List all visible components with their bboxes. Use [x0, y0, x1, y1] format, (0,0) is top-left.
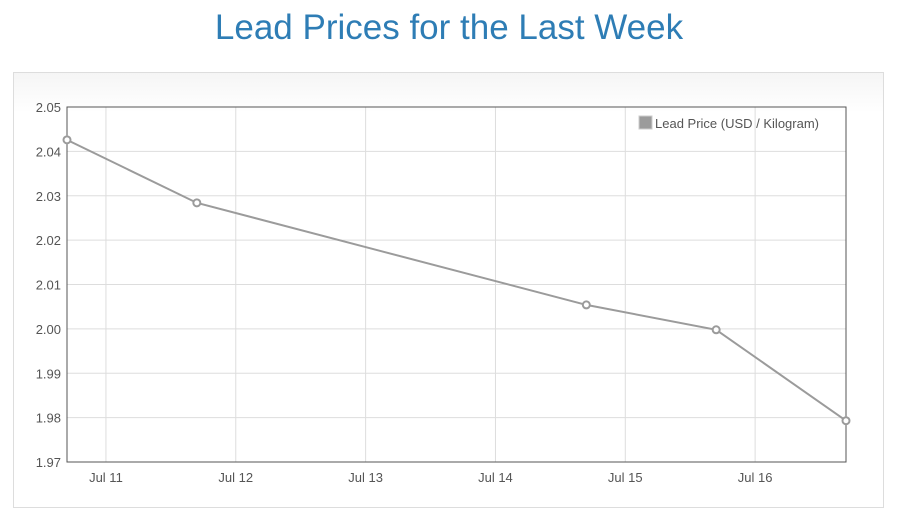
data-point [841, 416, 851, 426]
y-tick-label: 2.03 [36, 189, 61, 204]
data-point [192, 198, 202, 208]
data-point [62, 135, 72, 145]
y-tick-label: 1.99 [36, 366, 61, 381]
legend-label: Lead Price (USD / Kilogram) [655, 116, 819, 131]
data-point [711, 325, 721, 335]
y-tick-label: 1.97 [36, 455, 61, 470]
x-tick-label: Jul 13 [348, 470, 383, 485]
x-tick-label: Jul 12 [218, 470, 253, 485]
x-tick-label: Jul 14 [478, 470, 513, 485]
x-tick-label: Jul 11 [89, 470, 123, 485]
x-tick-label: Jul 15 [608, 470, 643, 485]
y-tick-label: 2.02 [36, 233, 61, 248]
plot-border [66, 106, 847, 463]
page-title: Lead Prices for the Last Week [214, 8, 684, 47]
legend-swatch [638, 115, 653, 130]
y-tick-label: 2.05 [36, 100, 61, 115]
y-tick-label: 2.04 [36, 144, 61, 159]
data-point [581, 300, 591, 310]
chart-panel [13, 72, 884, 508]
series-line [66, 138, 847, 422]
x-tick-label: Jul 16 [738, 470, 773, 485]
y-tick-label: 2.00 [36, 322, 61, 337]
y-tick-label: 2.01 [36, 278, 61, 293]
y-tick-label: 1.98 [36, 411, 61, 426]
